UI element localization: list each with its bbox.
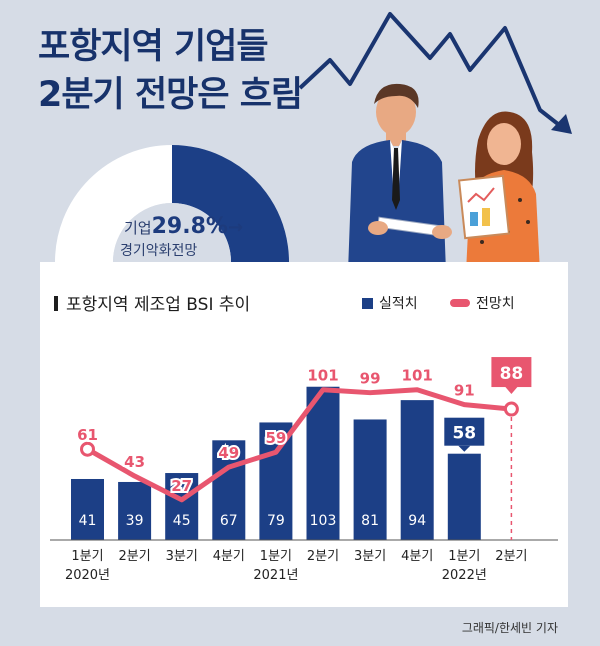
forecast-value-label: 99 (360, 370, 381, 388)
bar-actual (212, 440, 246, 540)
bsi-chart-plot: 41 39 45 67 79 103 81 94 61 43 27 49 59 101 99 101 91 88 5… (50, 357, 558, 583)
actual-callout-pointer (458, 445, 471, 452)
x-year-label: 2021년 (253, 568, 298, 583)
credit: 그래픽/한세빈 기자 (461, 621, 558, 635)
x-tick-label: 4분기 (401, 549, 433, 564)
actual-callout-box (444, 417, 485, 446)
donut-prefix: 기업 (124, 219, 152, 237)
forecast-line (85, 387, 514, 503)
legend-actual-label: 실적치 (379, 296, 418, 312)
forecast-value-label: 101 (402, 367, 433, 385)
bar-actual (353, 419, 387, 540)
chart-title: 포항지역 제조업 BSI 추이 (54, 290, 250, 315)
business-people-illustration (348, 83, 540, 272)
bar-actual (165, 473, 199, 540)
bar-value-label: 67 (220, 513, 238, 529)
arrow-right-icon: → (227, 217, 244, 238)
bar-actual (447, 453, 481, 540)
forecast-callout-box (491, 357, 532, 388)
x-tick-label: 4분기 (213, 549, 245, 564)
forecast-value-label: 43 (124, 453, 145, 471)
bar-value-label: 81 (361, 513, 379, 529)
legend-forecast-swatch (450, 299, 470, 307)
legend-actual: 실적치 (362, 293, 418, 313)
forecast-value-label: 59 (265, 429, 286, 447)
bar-value-label: 94 (408, 513, 426, 529)
x-tick-label: 3분기 (354, 549, 386, 564)
forecast-start-point (80, 441, 95, 457)
bar-actual (400, 400, 434, 540)
trend-arrow-graphic (298, 12, 572, 134)
x-tick-label: 2분기 (495, 549, 527, 564)
headline-line-2: 2분기 전망은 흐림 (38, 75, 303, 115)
x-tick-label: 1분기 (260, 549, 292, 564)
bar-value-label: 79 (267, 513, 285, 529)
actual-value-label: 58 (452, 424, 476, 444)
bar-actual (306, 386, 340, 540)
forecast-value-label: 61 (77, 426, 98, 444)
bar-value-label: 39 (126, 513, 144, 529)
forecast-value-label: 101 (307, 367, 338, 385)
x-tick-label: 1분기 (71, 549, 103, 564)
chart-panel: 포항지역 제조업 BSI 추이 실적치 전망치 41 39 45 67 79 103 81 9… (40, 262, 568, 607)
headline-line-1: 포항지역 기업들 (38, 27, 269, 67)
x-year-label: 2020년 (65, 568, 110, 583)
forecast-end-point (503, 401, 519, 417)
bar-value-label: 103 (310, 513, 337, 529)
forecast-value-label: 88 (500, 364, 524, 384)
bar-value-label: 41 (79, 513, 97, 529)
x-tick-label: 2분기 (118, 549, 150, 564)
forecast-callout-pointer (505, 387, 518, 395)
forecast-value-label: 91 (454, 382, 475, 400)
legend-forecast: 전망치 (450, 293, 515, 313)
forecast-value-label: 27 (171, 477, 192, 495)
legend-forecast-label: 전망치 (476, 296, 515, 312)
forecast-value-label: 49 (218, 444, 239, 462)
legend-actual-swatch (362, 298, 373, 309)
bar-actual (118, 481, 152, 540)
bar-actual (71, 478, 104, 540)
bar-value-label: 45 (173, 513, 191, 529)
bar-actual (259, 422, 293, 540)
donut-stat: 기업29.8%→ (124, 214, 243, 239)
x-tick-label: 3분기 (166, 549, 198, 564)
donut-percent: 29.8% (151, 214, 228, 239)
donut-caption: 경기악화전망 (120, 243, 198, 259)
x-tick-label: 2분기 (307, 549, 339, 564)
x-year-label: 2022년 (442, 568, 487, 583)
x-tick-label: 1분기 (448, 549, 480, 564)
